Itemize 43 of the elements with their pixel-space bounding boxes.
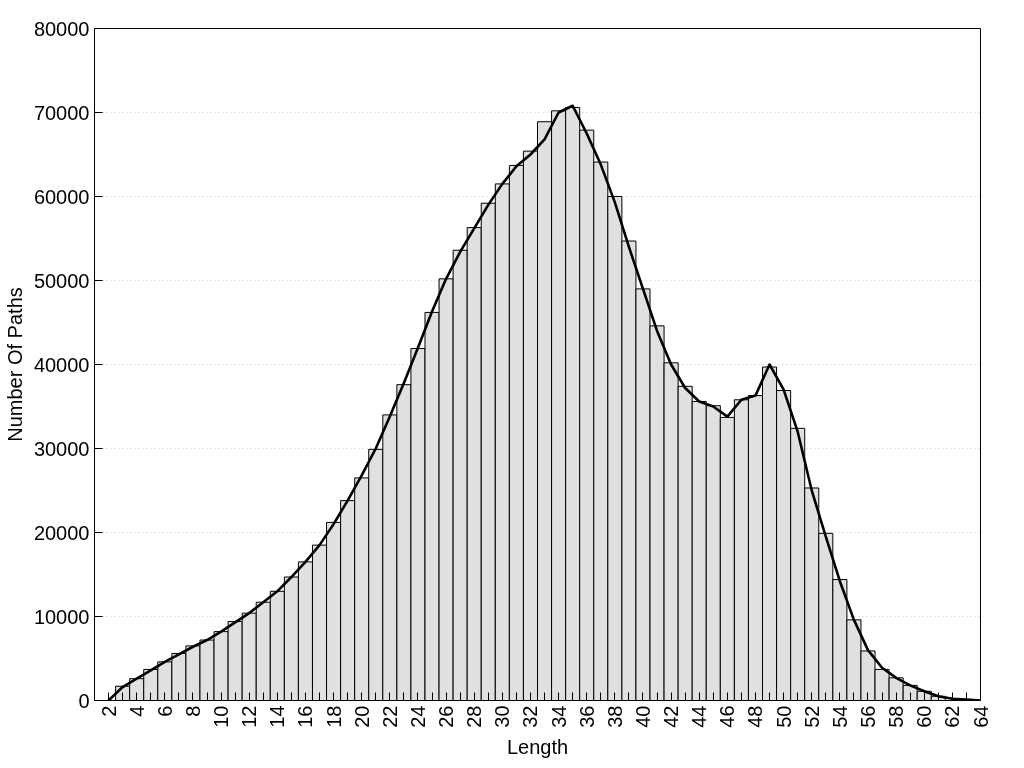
x-tick-label: 48 [744,705,767,728]
x-tick-label: 30 [491,705,514,728]
x-tick-label: 2 [97,705,120,717]
x-tick-label: 42 [660,705,683,728]
x-tick-label: 8 [181,705,204,717]
x-tick-label: 18 [322,705,345,728]
x-tick-label: 16 [294,705,317,728]
x-tick-label: 32 [519,705,542,728]
x-tick-label: 36 [575,705,598,728]
y-tick-label: 0 [78,689,90,712]
y-tick-label: 80000 [33,17,90,40]
x-tick-label: 64 [969,705,992,728]
x-tick-label: 56 [856,705,879,728]
x-tick-label: 26 [435,705,458,728]
x-tick-label: 12 [238,705,261,728]
y-tick-label: 60000 [33,185,90,208]
x-tick-label: 22 [378,705,401,728]
x-tick-label: 38 [603,705,626,728]
x-tick-label: 46 [716,705,739,728]
x-tick-label: 52 [800,705,823,728]
y-tick-label: 30000 [33,437,90,460]
x-tick-label: 40 [631,705,654,728]
x-tick-label: 60 [913,705,936,728]
y-tick-label: 70000 [33,101,90,124]
x-tick-label: 4 [125,705,148,717]
y-tick-label: 40000 [33,353,90,376]
y-tick-label: 20000 [33,521,90,544]
x-tick-label: 34 [547,705,570,728]
x-tick-label: 54 [828,705,851,728]
x-tick-label: 20 [350,705,373,728]
x-tick-label: 24 [406,705,429,728]
x-tick-label: 62 [941,705,964,728]
x-tick-label: 10 [210,705,233,728]
x-tick-label: 6 [153,705,176,717]
y-tick-label: 10000 [33,605,90,628]
x-tick-label: 44 [688,705,711,728]
y-tick-label: 50000 [33,269,90,292]
x-tick-label: 14 [266,705,289,728]
y-axis-title: Number Of Paths [3,287,26,442]
x-axis-title: Length [506,735,569,758]
x-tick-label: 28 [463,705,486,728]
x-tick-label: 58 [885,705,908,728]
x-tick-label: 50 [772,705,795,728]
